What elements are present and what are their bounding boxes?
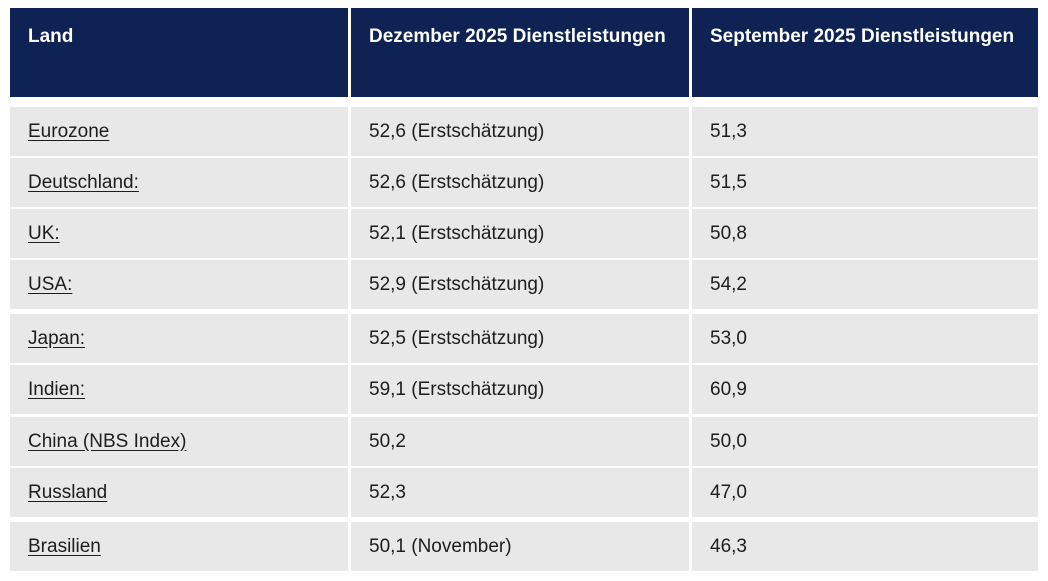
- cell-land: Eurozone: [10, 107, 348, 156]
- cell-land: Russland: [10, 468, 348, 517]
- cell-land: Brasilien: [10, 522, 348, 571]
- table-row-indien: Indien: 59,1 (Erstschätzung) 60,9: [10, 365, 1038, 414]
- table-row-deutschland: Deutschland: 52,6 (Erstschätzung) 51,5: [10, 158, 1038, 207]
- land-link-china[interactable]: China (NBS Index): [28, 430, 187, 452]
- cell-land: USA:: [10, 260, 348, 309]
- pmi-services-table: Land Dezember 2025 Dienstleistungen Sept…: [10, 8, 1038, 573]
- cell-september-value: 46,3: [692, 522, 1038, 571]
- land-link-usa[interactable]: USA:: [28, 273, 73, 295]
- cell-dezember-value: 52,9 (Erstschätzung): [351, 260, 689, 309]
- header-cell-dezember-2025: Dezember 2025 Dienstleistungen: [351, 8, 689, 97]
- cell-dezember-value: 52,3: [351, 468, 689, 517]
- table-row-russland: Russland 52,3 47,0: [10, 468, 1038, 517]
- cell-dezember-value: 50,2: [351, 417, 689, 466]
- land-link-uk[interactable]: UK:: [28, 222, 60, 244]
- cell-dezember-value: 52,6 (Erstschätzung): [351, 158, 689, 207]
- cell-dezember-value: 52,5 (Erstschätzung): [351, 314, 689, 363]
- cell-september-value: 47,0: [692, 468, 1038, 517]
- land-link-brasilien[interactable]: Brasilien: [28, 535, 101, 557]
- cell-dezember-value: 52,1 (Erstschätzung): [351, 209, 689, 258]
- cell-land: Indien:: [10, 365, 348, 414]
- table-row-brasilien: Brasilien 50,1 (November) 46,3: [10, 522, 1038, 571]
- cell-dezember-value: 52,6 (Erstschätzung): [351, 107, 689, 156]
- cell-dezember-value: 59,1 (Erstschätzung): [351, 365, 689, 414]
- table-row-usa: USA: 52,9 (Erstschätzung) 54,2: [10, 260, 1038, 309]
- land-link-indien[interactable]: Indien:: [28, 378, 86, 400]
- land-link-eurozone[interactable]: Eurozone: [28, 120, 110, 142]
- cell-dezember-value: 50,1 (November): [351, 522, 689, 571]
- table-row-uk: UK: 52,1 (Erstschätzung) 50,8: [10, 209, 1038, 258]
- land-link-japan[interactable]: Japan:: [28, 327, 86, 349]
- cell-september-value: 50,8: [692, 209, 1038, 258]
- table-header-row: Land Dezember 2025 Dienstleistungen Sept…: [10, 8, 1038, 97]
- cell-land: Deutschland:: [10, 158, 348, 207]
- header-cell-land: Land: [10, 8, 348, 97]
- cell-september-value: 50,0: [692, 417, 1038, 466]
- cell-land: Japan:: [10, 314, 348, 363]
- cell-september-value: 60,9: [692, 365, 1038, 414]
- table-row-china: China (NBS Index) 50,2 50,0: [10, 417, 1038, 466]
- cell-land: UK:: [10, 209, 348, 258]
- table-row-eurozone: Eurozone 52,6 (Erstschätzung) 51,3: [10, 107, 1038, 156]
- cell-september-value: 53,0: [692, 314, 1038, 363]
- cell-september-value: 54,2: [692, 260, 1038, 309]
- cell-land: China (NBS Index): [10, 417, 348, 466]
- cell-september-value: 51,3: [692, 107, 1038, 156]
- land-link-deutschland[interactable]: Deutschland:: [28, 171, 139, 193]
- table-row-japan: Japan: 52,5 (Erstschätzung) 53,0: [10, 314, 1038, 363]
- header-cell-september-2025: September 2025 Dienstleistungen: [692, 8, 1038, 97]
- cell-september-value: 51,5: [692, 158, 1038, 207]
- land-link-russland[interactable]: Russland: [28, 481, 108, 503]
